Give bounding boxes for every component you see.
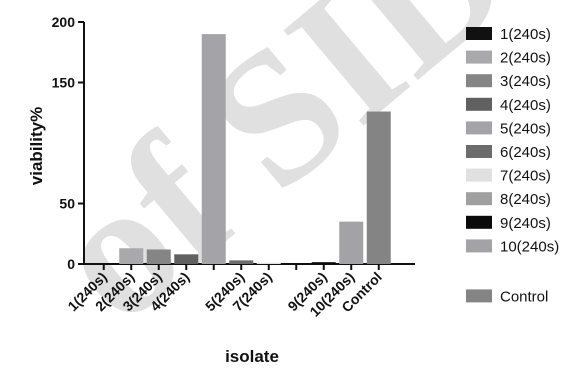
y-tick-label: 50 (59, 196, 75, 212)
legend-label-10: 10(240s) (500, 238, 559, 255)
legend-swatch-1 (466, 27, 492, 40)
legend-label-1: 1(240s) (500, 26, 551, 43)
legend-swatch-5 (466, 121, 492, 135)
bar-9 (311, 262, 336, 264)
legend-swatch-10 (466, 239, 492, 253)
legend-swatch-6 (466, 145, 492, 158)
legend-swatch-2 (466, 50, 492, 64)
legend-label-2: 2(240s) (500, 50, 551, 67)
legend-swatch-8 (466, 192, 492, 206)
legend-swatch-9 (466, 215, 492, 229)
y-axis-title: viability% (27, 107, 46, 185)
bar-7 (256, 262, 281, 264)
bar-6 (229, 260, 254, 264)
legend: 1(240s) 2(240s) 3(240s) 4(240s) 5(240s) 6(240… (466, 26, 559, 305)
legend-label-5: 5(240s) (500, 120, 551, 137)
y-tick-label: 150 (52, 75, 76, 91)
legend-swatch-7 (466, 168, 492, 182)
bar-5 (201, 34, 226, 264)
legend-label-7: 7(240s) (500, 168, 551, 185)
legend-label-9: 9(240s) (500, 215, 551, 232)
bar-2 (119, 248, 144, 264)
bar-11 (366, 111, 391, 264)
legend-label-3: 3(240s) (500, 73, 551, 90)
legend-swatch-4 (466, 97, 492, 111)
legend-label-6: 6(240s) (500, 144, 551, 161)
legend-label-4: 4(240s) (500, 97, 551, 114)
legend-swatch-3 (466, 74, 492, 88)
legend-swatch-11 (466, 289, 492, 303)
bar-10 (339, 221, 364, 264)
x-axis-title: isolate (225, 347, 279, 366)
y-tick-label: 200 (52, 14, 76, 30)
bar-4 (174, 254, 199, 264)
y-tick-label: 0 (67, 256, 75, 272)
legend-label-11: Control (500, 288, 548, 305)
legend-label-8: 8(240s) (500, 191, 551, 208)
bar-3 (146, 249, 171, 264)
